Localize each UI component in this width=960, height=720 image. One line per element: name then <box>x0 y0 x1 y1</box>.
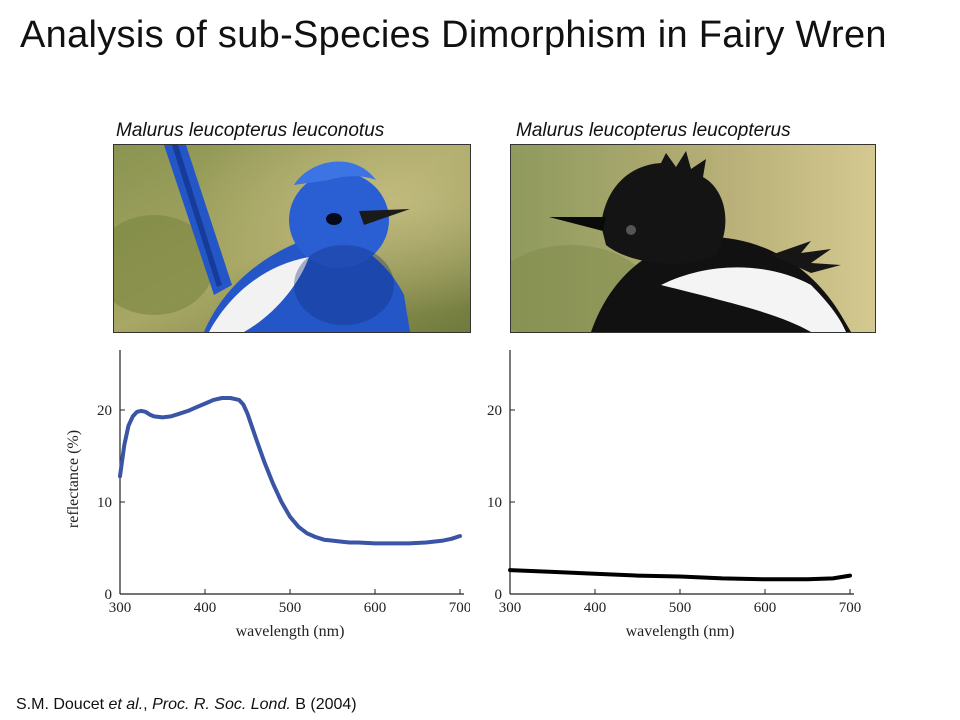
leuconotus-chart-x-tick-label: 500 <box>279 600 302 616</box>
leucopterus-chart-x-tick-label: 600 <box>754 600 777 616</box>
leucopterus-chart-series-line-0 <box>508 568 852 582</box>
reflectance-chart-leucopterus: 300 400 500 600 700 0 10 20 wavelength (nm) <box>487 350 862 640</box>
species-caption-leucopterus: Malurus leucopterus leucopterus <box>516 120 791 141</box>
leuconotus-chart-x-tick-label: 300 <box>109 600 132 616</box>
leuconotus-chart-x-tick-label: 400 <box>194 600 217 616</box>
citation-journal: Proc. R. Soc. Lond. <box>152 696 291 713</box>
leuconotus-chart-series-line-0 <box>118 396 462 546</box>
leuconotus-chart-x-tick-label: 600 <box>364 600 387 616</box>
leucopterus-chart-x-tick-label: 500 <box>669 600 692 616</box>
leucopterus-chart-x-tick-label: 700 <box>839 600 862 616</box>
leuconotus-chart-y-tick-label: 0 <box>105 587 113 603</box>
slide-title: Analysis of sub-Species Dimorphism in Fa… <box>20 14 887 56</box>
species-caption-leuconotus: Malurus leucopterus leuconotus <box>116 120 385 141</box>
leuconotus-chart-y-tick-label: 20 <box>97 403 112 419</box>
leucopterus-chart-y-tick-label: 10 <box>487 495 502 511</box>
leucopterus-chart-y-tick-label: 20 <box>487 403 502 419</box>
leuconotus-chart-y-axis-label: reflectance (%) <box>65 430 82 528</box>
leuconotus-chart-y-tick-label: 10 <box>97 495 112 511</box>
citation-etal: et al. <box>108 696 144 713</box>
photo-black-fairy-wren <box>510 144 876 333</box>
leucopterus-chart-x-tick-label: 300 <box>499 600 522 616</box>
citation-separator: , <box>143 696 153 713</box>
leuconotus-chart-x-tick-label: 700 <box>449 600 470 616</box>
citation-volume-year: B (2004) <box>290 696 357 713</box>
leucopterus-chart-x-tick-label: 400 <box>584 600 607 616</box>
leucopterus-chart-x-axis-label: wavelength (nm) <box>626 623 735 640</box>
citation: S.M. Doucet et al., Proc. R. Soc. Lond. … <box>16 696 357 714</box>
leuconotus-chart-x-axis-label: wavelength (nm) <box>236 623 345 640</box>
citation-authors: S.M. Doucet <box>16 696 109 713</box>
photo-blue-fairy-wren <box>113 144 471 333</box>
leucopterus-chart-y-tick-label: 0 <box>495 587 503 603</box>
reflectance-chart-leuconotus: 300 400 500 600 700 0 10 20 wavelength (nm) refle… <box>65 350 470 640</box>
